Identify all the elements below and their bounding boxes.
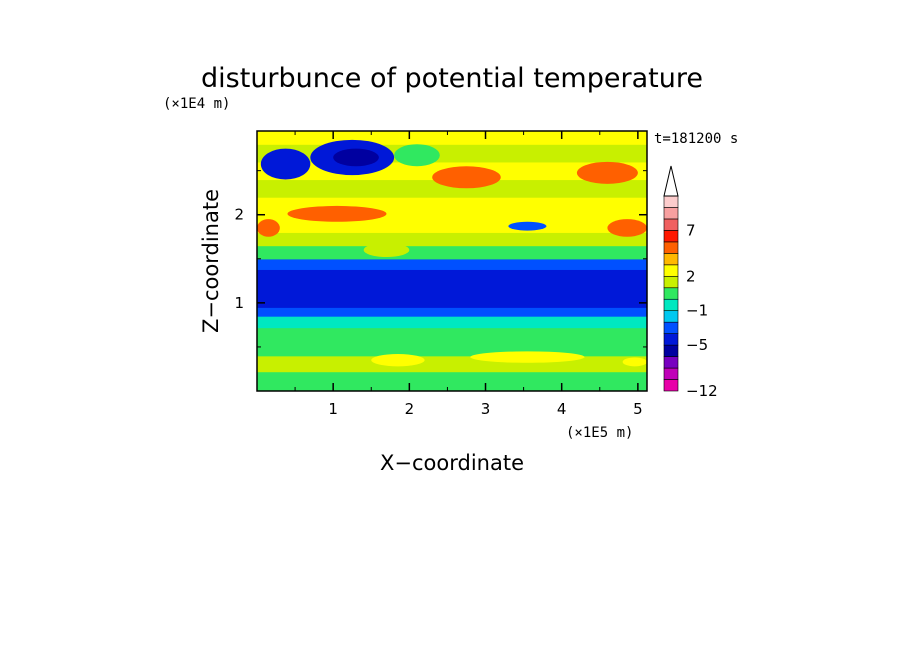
colorbar-swatch [663, 298, 679, 312]
colorbar-swatch [663, 344, 679, 357]
colorbar-swatch [663, 367, 679, 380]
y-axis: 12 [234, 170, 647, 348]
contour-patch [508, 221, 547, 231]
colorbar-tick-label: 7 [686, 221, 696, 239]
colorbar-extend-arrow [663, 165, 679, 197]
contour-band [257, 258, 647, 270]
colorbar-swatch [663, 264, 679, 277]
colorbar-swatch [663, 310, 679, 323]
colorbar-swatch [663, 195, 679, 208]
contour-patch [622, 357, 647, 367]
contour-patch [287, 205, 387, 222]
contour-patch [363, 242, 410, 258]
x-tick-label: 5 [633, 400, 643, 418]
contour-patch [371, 353, 425, 367]
x-tick-label: 4 [557, 400, 567, 418]
contour-patch [470, 351, 585, 363]
contour-band [257, 307, 647, 317]
contour-band [257, 383, 647, 391]
colorbar-tick-label: −12 [686, 382, 718, 400]
contour-patch [576, 161, 638, 184]
colorbar-swatch [663, 333, 679, 346]
x-axis: 1 2 3 4 5 [294, 131, 643, 418]
colorbar-swatch [663, 379, 679, 392]
colorbar-tick-label: 2 [686, 267, 696, 285]
colorbar: −12−5−127 [663, 165, 718, 400]
contour-band [257, 232, 647, 247]
y-scale-label: (×1E4 m) [163, 96, 230, 112]
colorbar-swatch [663, 230, 679, 243]
contour-patch [607, 219, 647, 237]
contour-band [257, 355, 647, 373]
time-label: t=181200 s [654, 131, 738, 147]
colorbar-swatch [663, 253, 679, 266]
x-scale-label: (×1E5 m) [566, 425, 633, 441]
y-tick-label: 1 [234, 294, 244, 312]
x-tick-label: 2 [405, 400, 415, 418]
colorbar-swatch [663, 241, 679, 254]
contour-band [257, 342, 647, 357]
contour-patch [432, 166, 501, 189]
contour-band [257, 179, 647, 198]
plot-frame [256, 130, 648, 392]
y-axis-label: Z−coordinate [199, 189, 223, 333]
colorbar-swatch [663, 207, 679, 220]
colorbar-swatch [663, 287, 679, 300]
chart-title: disturbunce of potential temperature [201, 63, 703, 94]
contour-band [257, 316, 647, 329]
contour-band [257, 269, 647, 308]
contour-patch [260, 148, 311, 180]
colorbar-tick-label: −5 [686, 336, 708, 354]
x-axis-label: X−coordinate [380, 451, 524, 475]
colorbar-tick-label: −1 [686, 302, 708, 320]
plot-area [257, 131, 647, 391]
contour-band [257, 371, 647, 385]
colorbar-swatch [663, 321, 679, 334]
contour-patch [394, 144, 440, 167]
contour-band [257, 245, 647, 260]
colorbar-swatch [663, 356, 679, 369]
x-tick-label: 1 [328, 400, 338, 418]
y-tick-label: 2 [234, 206, 244, 224]
contour-band [257, 131, 647, 145]
contour-patch [257, 219, 280, 237]
colorbar-swatch [663, 275, 679, 289]
contour-band [257, 327, 647, 344]
colorbar-swatch [663, 218, 679, 231]
contour-patch [333, 148, 379, 167]
x-tick-label: 3 [481, 400, 491, 418]
